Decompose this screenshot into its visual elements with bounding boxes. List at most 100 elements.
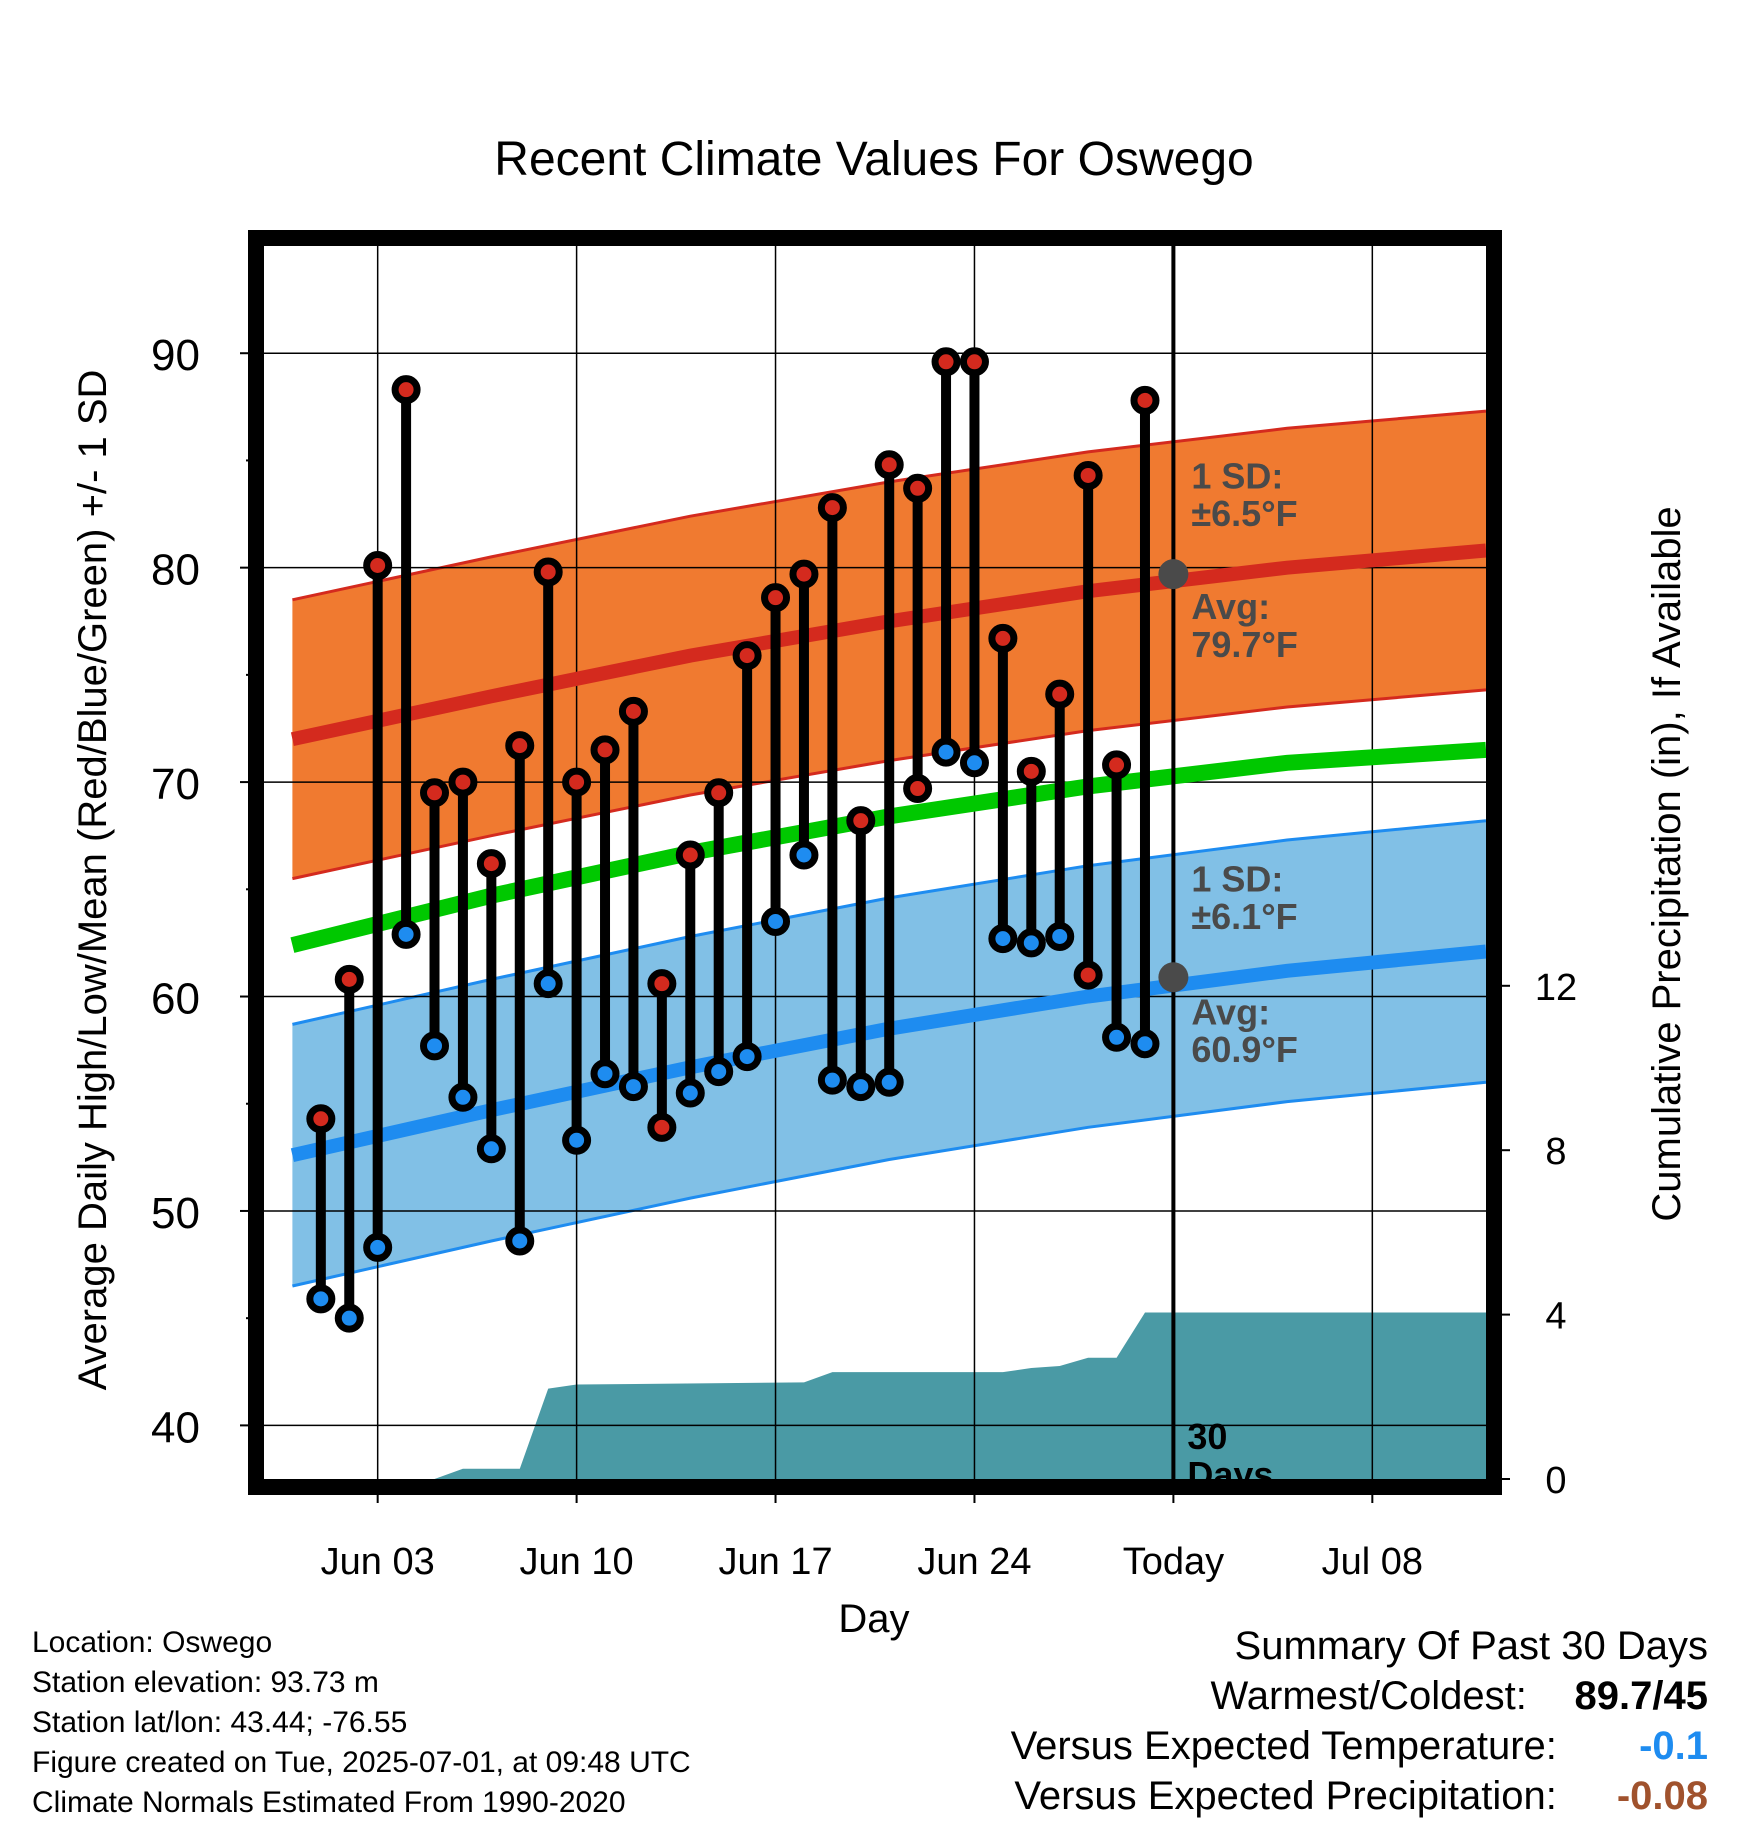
y2-tick-label: 12 [1535, 967, 1577, 1009]
daily-high-point [704, 778, 734, 808]
daily-low-point [903, 774, 933, 804]
daily-high-point [420, 778, 450, 808]
daily-high-point [846, 806, 876, 836]
plot-border [248, 230, 1502, 1495]
daily-high-point [562, 767, 592, 797]
daily-low-point [1130, 1029, 1160, 1059]
y-tick-label: 90 [151, 331, 200, 380]
y2-tick-label: 8 [1545, 1131, 1566, 1173]
daily-low-point [618, 1072, 648, 1102]
x-tick-label: Jun 24 [917, 1541, 1031, 1583]
daily-low-point [704, 1057, 734, 1087]
daily-high-point [590, 735, 620, 765]
daily-high-point [675, 840, 705, 870]
summary-temp-row: Versus Expected Temperature: -0.1 [1011, 1723, 1708, 1769]
y-tick-label: 40 [151, 1403, 200, 1452]
daily-high-point [1045, 679, 1075, 709]
daily-low-point [334, 1303, 364, 1333]
y-axis-label: Average Daily High/Low/Mean (Red/Blue/Gr… [71, 370, 115, 1391]
daily-low-point [562, 1125, 592, 1155]
info-elevation: Station elevation: 93.73 m [32, 1666, 379, 1699]
x-tick-label: Today [1123, 1541, 1224, 1583]
daily-low-point [476, 1134, 506, 1164]
precipitation-area [264, 1312, 1486, 1479]
high-avg-label: Avg: 79.7°F [1191, 586, 1297, 665]
summary-precip-label: Versus Expected Precipitation: [1014, 1774, 1557, 1818]
low-sd-label: 1 SD: ±6.1°F [1191, 858, 1297, 937]
daily-low-point [817, 1065, 847, 1095]
info-location: Location: Oswego [32, 1626, 273, 1659]
daily-low-point [675, 1078, 705, 1108]
daily-low-point [789, 840, 819, 870]
summary-title: Summary Of Past 30 Days [1235, 1623, 1708, 1669]
daily-high-point [505, 731, 535, 761]
daily-low-point [306, 1284, 336, 1314]
x-axis-label: Day [838, 1597, 909, 1641]
daily-low-point [420, 1031, 450, 1061]
y2-axis-label: Cumulative Precipitation (in), If Availa… [1645, 506, 1689, 1221]
high-sd-label: 1 SD: ±6.5°F [1191, 455, 1297, 534]
daily-low-point [874, 1067, 904, 1097]
daily-range-bars [306, 347, 1160, 1333]
x-tick-label: Jun 03 [321, 1541, 435, 1583]
y-tick-label: 50 [151, 1189, 200, 1238]
daily-low-point [505, 1226, 535, 1256]
daily-high-point [789, 559, 819, 589]
x-tick-label: Jul 08 [1322, 1541, 1423, 1583]
info-normals: Climate Normals Estimated From 1990-2020 [32, 1786, 626, 1819]
daily-high-point [476, 849, 506, 879]
daily-low-point [732, 1042, 762, 1072]
precipitation-cumulative-area [264, 1312, 1486, 1479]
daily-low-point [959, 748, 989, 778]
info-created: Figure created on Tue, 2025-07-01, at 09… [32, 1746, 691, 1779]
axes: Jun 03 Jun 10 Jun 17 Jun 24 Today Jul 08 40 50 6… [151, 331, 1577, 1583]
daily-high-point [1102, 750, 1132, 780]
summary-temp-label: Versus Expected Temperature: [1010, 1724, 1557, 1768]
daily-low-point [533, 969, 563, 999]
summary-title-text: Summary Of Past 30 Days [1234, 1624, 1708, 1668]
daily-low-point [363, 1232, 393, 1262]
daily-high-point [988, 623, 1018, 653]
low-band-lower-edge [292, 1080, 1487, 1288]
summary-warmest-value: 89.7/45 [1574, 1674, 1708, 1718]
daily-high-point [732, 641, 762, 671]
summary-precip-row: Versus Expected Precipitation: -0.08 [1014, 1773, 1708, 1819]
daily-high-point [1073, 460, 1103, 490]
daily-low-point [391, 919, 421, 949]
summary-warmest-label: Warmest/Coldest: [1210, 1674, 1527, 1718]
y-tick-label: 60 [151, 975, 200, 1024]
y-tick-label: 80 [151, 546, 200, 595]
daily-low-point [846, 1072, 876, 1102]
daily-high-point [761, 583, 791, 613]
plot-frame [248, 230, 1502, 1495]
daily-high-point [817, 493, 847, 523]
daily-high-point [903, 473, 933, 503]
daily-high-point [448, 767, 478, 797]
summary-precip-value: -0.08 [1616, 1774, 1708, 1818]
daily-high-point [533, 557, 563, 587]
daily-high-point [931, 347, 961, 377]
daily-high-point [391, 375, 421, 405]
daily-low-point [1016, 928, 1046, 958]
daily-low-point [590, 1059, 620, 1089]
daily-low-point [988, 924, 1018, 954]
x-tick-label: Jun 10 [520, 1541, 634, 1583]
daily-low-point [448, 1082, 478, 1112]
daily-low-point [647, 1112, 677, 1142]
annotations: 1 SD: ±6.5°F Avg: 79.7°F 1 SD: ±6.1°F Avg: 60.9… [1187, 455, 1297, 1494]
today-high-normal-dot [1158, 559, 1189, 590]
chart-title: Recent Climate Values For Oswego [494, 133, 1253, 186]
summary-warmest-row: Warmest/Coldest: 89.7/45 [1211, 1673, 1709, 1719]
x-tick-label: Jun 17 [718, 1541, 832, 1583]
daily-high-point [363, 551, 393, 581]
daily-high-point [1130, 385, 1160, 415]
daily-high-point [618, 696, 648, 726]
today-marker [1158, 246, 1189, 1479]
summary-temp-value: -0.1 [1639, 1724, 1708, 1768]
daily-low-point [931, 737, 961, 767]
daily-low-point [761, 906, 791, 936]
today-low-normal-dot [1158, 962, 1189, 993]
y2-tick-label: 0 [1545, 1460, 1566, 1502]
daily-high-point [334, 964, 364, 994]
